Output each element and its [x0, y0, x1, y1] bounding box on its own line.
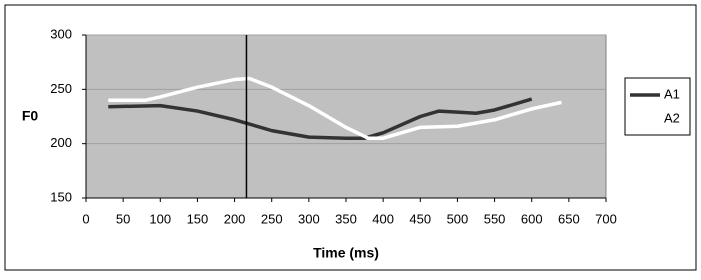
x-tick-label: 200 [224, 211, 246, 226]
x-tick-label: 450 [409, 211, 431, 226]
legend-label: A2 [664, 110, 680, 125]
x-tick-label: 100 [149, 211, 171, 226]
y-axis-label: F0 [22, 108, 39, 124]
x-tick-label: 550 [484, 211, 506, 226]
x-tick-label: 300 [298, 211, 320, 226]
x-tick-label: 700 [595, 211, 617, 226]
x-tick-label: 0 [82, 211, 89, 226]
y-tick-label: 250 [50, 81, 72, 96]
x-axis-label: Time (ms) [313, 245, 379, 261]
x-tick-label: 250 [261, 211, 283, 226]
y-tick-label: 200 [50, 135, 72, 150]
plot-area [85, 34, 607, 199]
x-tick-label: 400 [372, 211, 394, 226]
x-tick-label: 150 [187, 211, 209, 226]
y-tick-label: 300 [50, 26, 72, 41]
series-line [108, 76, 562, 140]
x-tick-label: 350 [335, 211, 357, 226]
x-tick-label: 50 [116, 211, 130, 226]
x-tick-label: 650 [558, 211, 580, 226]
y-tick-label: 150 [50, 189, 72, 204]
x-tick-label: 600 [521, 211, 543, 226]
legend-box [624, 77, 691, 136]
x-tick-label: 500 [447, 211, 469, 226]
legend-label: A1 [664, 86, 680, 101]
